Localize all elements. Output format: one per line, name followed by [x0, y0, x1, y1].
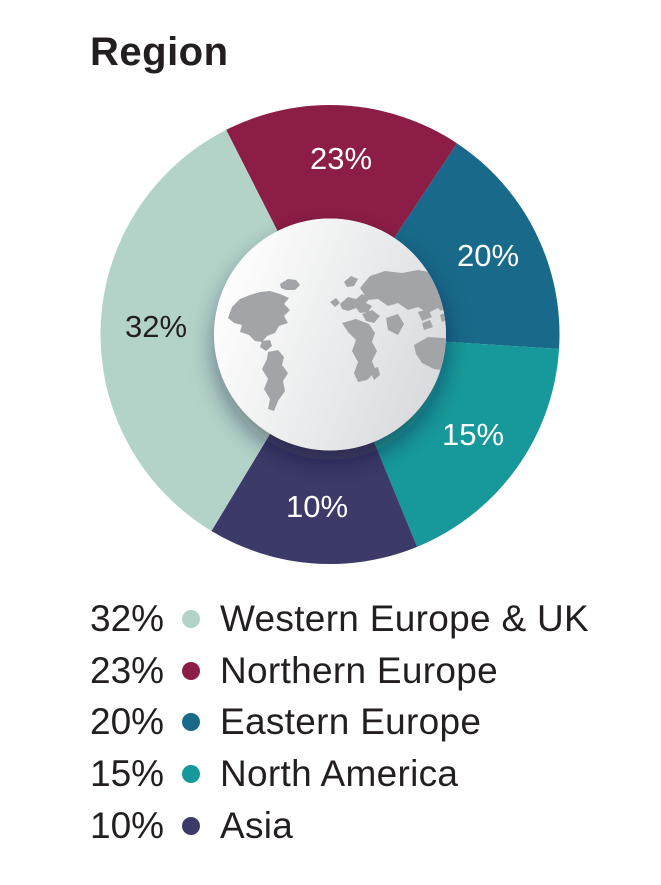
- svg-text:10%: 10%: [286, 489, 348, 524]
- svg-text:20%: 20%: [457, 238, 519, 273]
- svg-text:32%: 32%: [125, 309, 187, 344]
- svg-text:23%: 23%: [310, 141, 372, 176]
- svg-text:15%: 15%: [442, 417, 504, 452]
